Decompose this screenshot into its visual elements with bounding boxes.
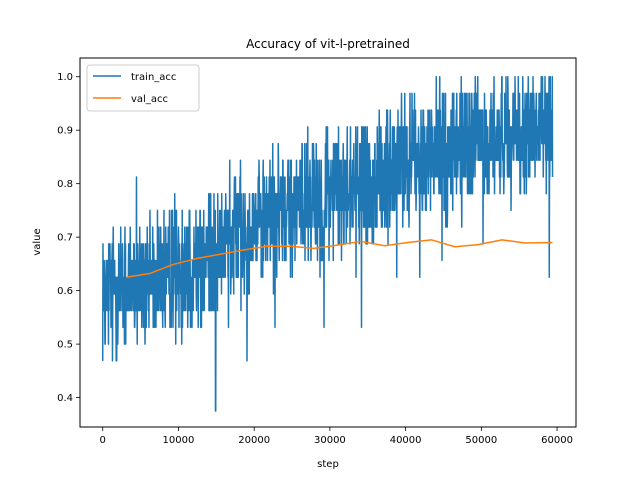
series-layer (101, 75, 554, 412)
y-tick-label: 0.4 (57, 393, 73, 404)
x-tick-label: 0 (100, 435, 106, 446)
y-tick-label: 0.6 (57, 286, 73, 297)
x-axis: 0 10000 20000 30000 40000 50000 60000 (100, 427, 573, 446)
x-tick-label: 50000 (465, 435, 497, 446)
y-axis: 0.4 0.5 0.6 0.7 0.8 0.9 1.0 (57, 72, 80, 404)
chart-title: Accuracy of vit-l-pretrained (246, 37, 410, 51)
legend-label-val-acc: val_acc (131, 94, 168, 105)
series-line-train-acc (101, 75, 554, 412)
y-tick-label: 1.0 (57, 72, 73, 83)
y-tick-label: 0.7 (57, 233, 73, 244)
x-axis-label: step (317, 459, 339, 470)
x-tick-label: 60000 (541, 435, 573, 446)
y-tick-label: 0.5 (57, 340, 73, 351)
y-axis-label: value (32, 228, 43, 255)
legend: train_acc val_acc (86, 64, 200, 112)
plot-area (79, 57, 577, 428)
y-tick-label: 0.9 (57, 126, 73, 137)
axes-frame (79, 57, 577, 428)
x-tick-label: 40000 (390, 435, 422, 446)
x-tick-label: 10000 (163, 435, 195, 446)
legend-label-train-acc: train_acc (131, 72, 176, 83)
series-line-val-acc (126, 239, 553, 279)
y-tick-label: 0.8 (57, 179, 73, 190)
x-tick-label: 20000 (238, 435, 270, 446)
x-tick-label: 30000 (314, 435, 346, 446)
